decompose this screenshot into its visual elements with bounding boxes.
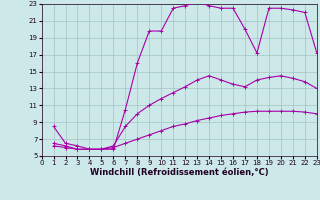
X-axis label: Windchill (Refroidissement éolien,°C): Windchill (Refroidissement éolien,°C) bbox=[90, 168, 268, 177]
